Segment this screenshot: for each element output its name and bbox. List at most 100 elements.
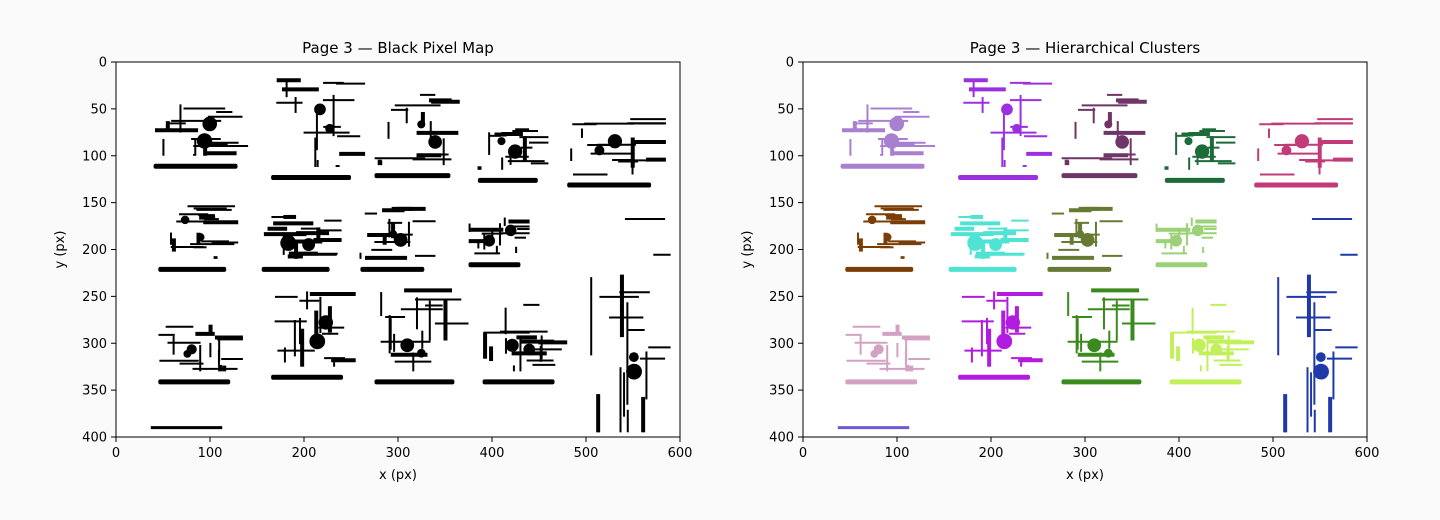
pixel-blob bbox=[318, 315, 334, 330]
x-axis-label: x (px) bbox=[1066, 468, 1104, 483]
label-bar bbox=[153, 163, 238, 169]
x-tick-label: 600 bbox=[668, 446, 693, 461]
label-bar bbox=[271, 374, 344, 380]
cluster-region bbox=[958, 78, 1053, 180]
x-tick-label: 500 bbox=[574, 446, 599, 461]
label-bar bbox=[1155, 262, 1208, 268]
pixel-blob bbox=[280, 235, 297, 251]
cluster-region bbox=[1061, 288, 1156, 385]
pixel-blob bbox=[1210, 343, 1223, 356]
x-tick-label: 300 bbox=[1073, 446, 1098, 461]
x-tick-label: 300 bbox=[386, 446, 411, 461]
cluster-region bbox=[1046, 206, 1123, 272]
label-bar bbox=[1047, 266, 1112, 272]
pixel-blob bbox=[1170, 234, 1183, 247]
y-tick-label: 250 bbox=[769, 290, 794, 305]
pixel-region bbox=[359, 206, 436, 272]
pixel-blob bbox=[389, 230, 398, 238]
label-bar bbox=[1254, 182, 1339, 188]
y-tick-label: 0 bbox=[786, 56, 794, 71]
label-bar bbox=[468, 262, 521, 268]
cluster-region bbox=[1254, 118, 1353, 188]
pixel-blob bbox=[1012, 123, 1022, 134]
pixel-blob bbox=[504, 224, 517, 237]
cluster-region bbox=[1277, 217, 1358, 433]
cluster-region bbox=[1061, 93, 1147, 179]
y-tick-label: 100 bbox=[769, 149, 794, 164]
x-tick-label: 0 bbox=[112, 446, 120, 461]
y-tick-label: 350 bbox=[769, 384, 794, 399]
pixel-region bbox=[271, 291, 356, 380]
y-tick-label: 100 bbox=[82, 149, 107, 164]
pixel-blob bbox=[196, 233, 205, 242]
cluster-region bbox=[958, 291, 1043, 380]
cluster-region bbox=[840, 104, 936, 169]
pixel-blob bbox=[400, 338, 415, 353]
pixel-blob bbox=[989, 238, 1003, 251]
cluster-region bbox=[845, 205, 926, 272]
label-bar bbox=[360, 266, 425, 272]
pixel-blob bbox=[302, 238, 316, 251]
label-bar bbox=[958, 175, 1038, 180]
pixel-blob bbox=[1087, 338, 1102, 353]
y-tick-label: 250 bbox=[82, 290, 107, 305]
pixel-blob bbox=[883, 133, 900, 149]
y-tick-label: 50 bbox=[90, 102, 107, 117]
pixel-blob bbox=[309, 333, 326, 350]
pixel-blob bbox=[428, 135, 442, 149]
label-bar bbox=[158, 379, 231, 385]
x-tick-label: 200 bbox=[979, 446, 1004, 461]
label-bar bbox=[374, 173, 451, 179]
pixel-blob bbox=[1191, 224, 1204, 237]
pixel-region bbox=[158, 324, 243, 385]
label-bar bbox=[591, 440, 659, 445]
pixel-blob bbox=[889, 116, 905, 132]
label-bar bbox=[271, 175, 351, 180]
x-tick-label: 0 bbox=[799, 446, 807, 461]
pixel-region bbox=[374, 288, 469, 385]
label-bar bbox=[1061, 173, 1138, 179]
pixel-region bbox=[468, 217, 530, 268]
pixel-blob bbox=[325, 123, 335, 134]
pixel-blob bbox=[523, 343, 536, 356]
label-bar bbox=[477, 177, 538, 183]
pixel-blob bbox=[1001, 103, 1013, 116]
y-tick-label: 150 bbox=[769, 196, 794, 211]
chart-title: Page 3 — Black Pixel Map bbox=[302, 39, 494, 57]
x-tick-label: 400 bbox=[480, 446, 505, 461]
y-tick-label: 150 bbox=[82, 196, 107, 211]
pixel-blob bbox=[507, 144, 523, 159]
pixel-blob bbox=[417, 120, 426, 129]
pixel-blob bbox=[1104, 120, 1113, 129]
pixel-blob bbox=[867, 215, 877, 225]
pixel-blob bbox=[1080, 232, 1095, 247]
label-bar bbox=[845, 379, 918, 385]
pixel-blob bbox=[1076, 230, 1085, 238]
cluster-region bbox=[845, 324, 930, 385]
pixel-region bbox=[261, 214, 342, 272]
y-tick-label: 200 bbox=[769, 243, 794, 258]
label-bar bbox=[1061, 379, 1142, 385]
chart-panel-hierarchical-clusters: Page 3 — Hierarchical Clusters x (px) y (p… bbox=[740, 39, 1379, 483]
pixel-region bbox=[374, 93, 460, 179]
pixel-blob bbox=[626, 363, 642, 380]
pixel-blob bbox=[1313, 363, 1329, 380]
chart-panel-black-pixel-map: Page 3 — Black Pixel Map x (px) y (px) 0 100… bbox=[53, 39, 692, 483]
y-axis-label: y (px) bbox=[740, 231, 755, 269]
pixel-blob bbox=[505, 338, 519, 352]
pixel-blob bbox=[314, 103, 326, 116]
label-bar bbox=[1164, 177, 1225, 183]
x-tick-label: 200 bbox=[292, 446, 317, 461]
pixel-blob bbox=[1192, 338, 1206, 352]
y-tick-label: 200 bbox=[82, 243, 107, 258]
pixel-region bbox=[567, 118, 666, 188]
y-tick-label: 400 bbox=[769, 431, 794, 446]
pixel-blob bbox=[1194, 144, 1210, 159]
label-bar bbox=[840, 163, 925, 169]
label-bar bbox=[374, 379, 455, 385]
x-axis-label: x (px) bbox=[379, 468, 417, 483]
pixel-blob bbox=[196, 133, 213, 149]
cluster-region bbox=[948, 214, 1029, 272]
pixel-blob bbox=[967, 235, 984, 251]
y-tick-label: 50 bbox=[777, 102, 794, 117]
